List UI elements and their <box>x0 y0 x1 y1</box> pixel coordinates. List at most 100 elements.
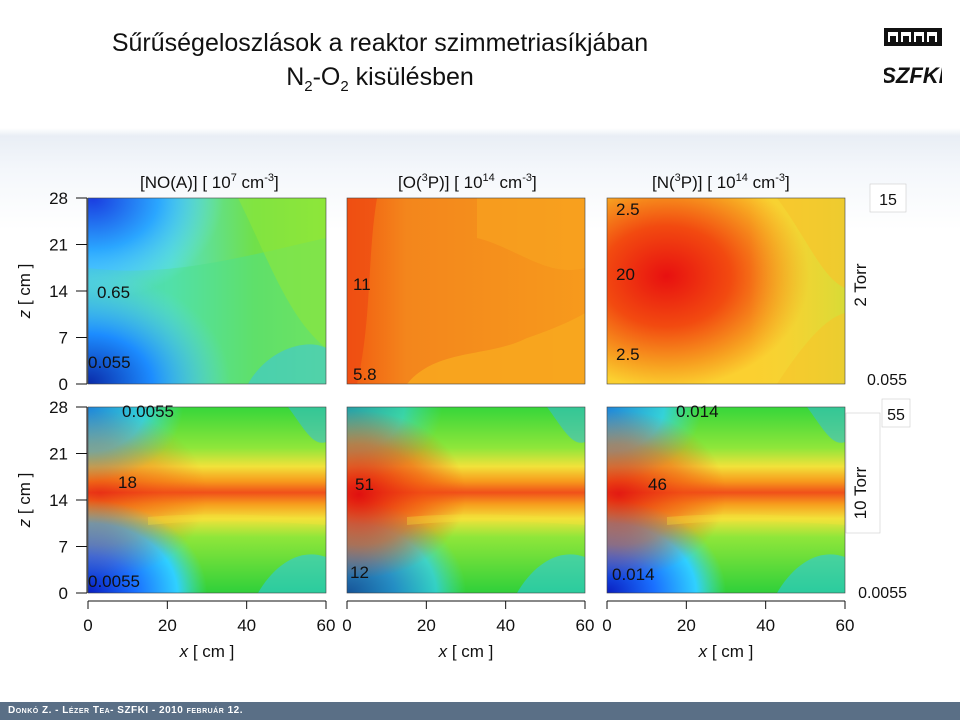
y-axis-var: z <box>15 309 34 319</box>
y-tick-label: 21 <box>49 236 68 255</box>
contour-value-label: 0.055 <box>88 353 131 372</box>
x-axis-label: x [ cm ] <box>698 642 754 661</box>
x-tick-label: 60 <box>836 616 855 635</box>
header-text: [N( <box>652 173 675 192</box>
header-text: P)] [ 10 <box>681 173 736 192</box>
y-tick-label: 0 <box>59 584 68 603</box>
heatmap-contour <box>347 198 377 384</box>
panel-border <box>87 197 327 385</box>
heatmap-contour <box>238 198 326 348</box>
x-tick-label: 40 <box>496 616 515 635</box>
header-superscript: 3 <box>422 172 428 184</box>
y-tick-label: 7 <box>59 329 68 348</box>
y-tick-label: 7 <box>59 538 68 557</box>
scale-max-box <box>881 398 911 428</box>
contour-value-label: 0.65 <box>97 283 130 302</box>
y-tick-label: 28 <box>49 189 68 208</box>
y-tick-label: 28 <box>49 398 68 417</box>
panel-border <box>346 197 586 385</box>
x-axis-unit: [ cm ] <box>188 642 234 661</box>
x-tick-label: 60 <box>317 616 336 635</box>
heatmap-panel-2-1 <box>88 407 326 593</box>
x-axis-unit: [ cm ] <box>707 642 753 661</box>
x-tick-label: 0 <box>602 616 611 635</box>
pressure-label: 2 Torr <box>851 263 870 306</box>
y-axis-unit: [ cm ] <box>15 473 34 519</box>
heatmap-panel-2-3 <box>607 407 845 593</box>
header-unit-exponent: -3 <box>522 172 532 184</box>
header-text: ] <box>532 173 537 192</box>
contour-value-label: 0.014 <box>676 402 719 421</box>
x-tick-label: 20 <box>417 616 436 635</box>
x-axis-label: x [ cm ] <box>438 642 494 661</box>
x-axis-label: x [ cm ] <box>179 642 235 661</box>
header-exponent: 14 <box>736 172 748 184</box>
heatmap-contour <box>407 514 585 525</box>
x-tick-label: 40 <box>756 616 775 635</box>
header-unit-exponent: -3 <box>775 172 785 184</box>
header-unit: cm <box>748 173 775 192</box>
contour-value-label: 20 <box>616 265 635 284</box>
x-tick-label: 40 <box>237 616 256 635</box>
contour-value-label: 5.8 <box>353 365 377 384</box>
x-tick-label: 20 <box>677 616 696 635</box>
contour-value-label: 51 <box>355 475 374 494</box>
x-axis-var: x <box>698 642 708 661</box>
heatmap-contour <box>777 313 845 384</box>
szfki-logo: SZFKI <box>884 28 942 88</box>
column-header-3: [N(3P)] [ 1014 cm-3] <box>652 172 790 192</box>
panel-border <box>87 406 327 594</box>
y-axis-var: z <box>15 518 34 528</box>
heatmap-contour <box>248 344 326 384</box>
y-axis-label: z [ cm ] <box>15 473 34 529</box>
heatmap-contour <box>547 407 585 443</box>
header-unit: cm <box>495 173 522 192</box>
panel-border <box>606 197 846 385</box>
heatmap-contour <box>477 198 585 271</box>
heatmap-panel-1-3 <box>607 198 845 384</box>
y-tick-label: 21 <box>49 445 68 464</box>
panel-border <box>346 406 586 594</box>
heatmap-contour <box>807 407 845 443</box>
heatmap-contour <box>258 554 326 593</box>
contour-value-label: 0.014 <box>612 565 655 584</box>
y-axis-unit: [ cm ] <box>15 264 34 310</box>
x-tick-label: 60 <box>576 616 595 635</box>
scale-max-box <box>869 183 907 213</box>
header-text: ] <box>274 173 279 192</box>
title-line-1: Sűrűségeloszlások a reaktor szimmetriasí… <box>111 29 649 57</box>
logo-text: SZFKI <box>884 63 942 88</box>
scale-min-label: 0.055 <box>867 372 907 389</box>
header-text: ] <box>785 173 790 192</box>
scale-max-label: 55 <box>887 407 905 424</box>
column-header-1: [NO(A)] [ 107 cm-3] <box>140 172 279 192</box>
header-unit-exponent: -3 <box>264 172 274 184</box>
y-tick-label: 14 <box>49 491 68 510</box>
contour-value-label: 11 <box>353 275 371 294</box>
header-text: [O( <box>398 173 422 192</box>
pressure-box <box>845 412 881 534</box>
x-axis-unit: [ cm ] <box>447 642 493 661</box>
heatmap-panel-1-1 <box>88 198 326 384</box>
contour-value-label: 2.5 <box>616 200 640 219</box>
header-unit: cm <box>237 173 264 192</box>
heatmap-contour <box>407 313 585 384</box>
x-tick-label: 0 <box>342 616 351 635</box>
footer-text: Donkó Z. - Lézer Tea- SZFKI - 2010 febru… <box>8 705 243 716</box>
heatmap-contour <box>777 554 845 593</box>
heatmap-contour <box>667 514 845 525</box>
panel-border <box>606 406 846 594</box>
header-text: [NO(A)] [ 10 <box>140 173 231 192</box>
x-tick-label: 20 <box>158 616 177 635</box>
heatmap-contour <box>777 198 845 288</box>
y-axis-label: z [ cm ] <box>15 264 34 320</box>
heatmap-contour <box>288 407 326 443</box>
scale-max-label: 15 <box>879 192 897 209</box>
x-tick-label: 0 <box>83 616 92 635</box>
heatmap-panel-2-2 <box>347 407 585 593</box>
x-axis-var: x <box>179 642 189 661</box>
title-line-2: N2-O2 kisülésben <box>286 63 474 95</box>
heatmap-contour <box>517 554 585 593</box>
pressure-label: 10 Torr <box>851 466 870 519</box>
density-contour-figure: 0 7 14 21 28 z [ cm ] 0 7 14 21 28 z [ cm ] 0 20 40 60 x… <box>15 172 911 661</box>
